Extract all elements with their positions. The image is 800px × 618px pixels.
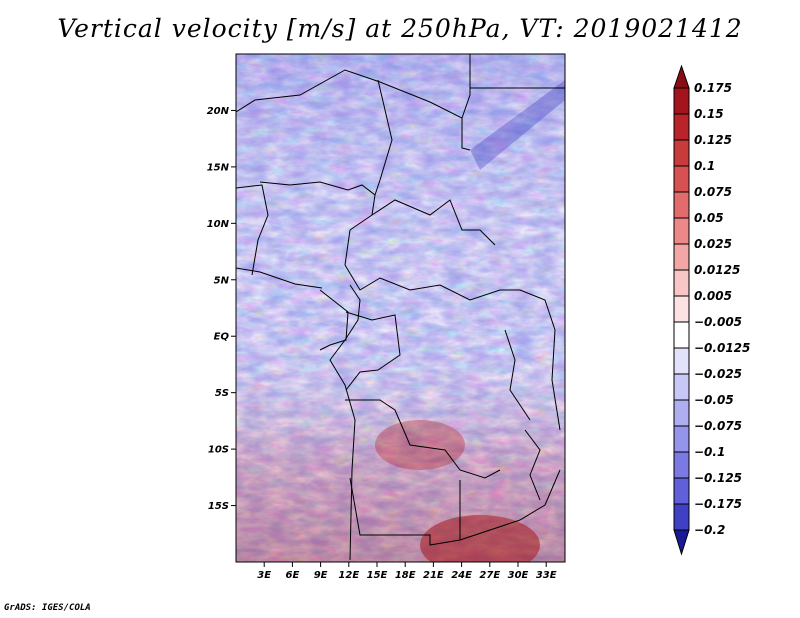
strong-ascent-southeast [420, 515, 540, 562]
colorbar-label: 0.005 [694, 289, 732, 303]
colorbar-swatch [673, 373, 690, 401]
colorbar-swatch [673, 321, 690, 349]
lat-tick-label: EQ [214, 332, 230, 343]
lon-tick-label: 18E [395, 570, 416, 581]
strong-descent-northeast [470, 80, 565, 170]
colorbar-bottom-arrow [673, 529, 690, 556]
border-malawi [524, 429, 541, 501]
border-niger-chad [374, 79, 393, 196]
colorbar-label: 0.075 [694, 185, 732, 199]
colorbar-label: 0.0125 [694, 263, 740, 277]
colorbar-swatch [673, 399, 690, 427]
lon-tick-label: 33E [536, 570, 557, 581]
colorbar-swatch [673, 165, 690, 193]
lon-tick-label: 30E [508, 570, 529, 581]
colorbar-top-arrow [673, 64, 690, 89]
border-angola-namibia [349, 477, 461, 546]
longitude-axis: 3E 6E 9E 12E 15E 18E 21E 24E 27E 30E 33E [257, 562, 557, 581]
border-lake-chad-region [259, 181, 376, 266]
border-cameroon-gabon [319, 289, 349, 351]
lon-tick-label: 3E [257, 570, 271, 581]
border-zambia [459, 469, 561, 541]
colorbar-label: −0.0125 [694, 341, 750, 355]
map-area [236, 54, 565, 562]
chart-title: Vertical velocity [m/s] at 250hPa, VT: 2… [57, 14, 743, 43]
colorbar-swatch [673, 269, 690, 297]
colorbar-swatch [673, 477, 690, 505]
lon-tick-label: 21E [423, 570, 444, 581]
colorbar-swatch [673, 217, 690, 245]
grads-credit: GrADS: IGES/COLA [4, 603, 91, 613]
coastline-gulf-of-guinea [236, 267, 323, 289]
lat-tick-label: 15N [207, 162, 230, 173]
country-borders [236, 54, 565, 561]
colorbar-label: −0.175 [694, 497, 742, 511]
lon-tick-label: 12E [338, 570, 359, 581]
border-chad-sudan [371, 199, 496, 246]
colorbar-label: −0.05 [694, 393, 734, 407]
colorbar-swatch [673, 425, 690, 453]
coastline-west [329, 284, 361, 561]
colorbar-label: 0.15 [694, 107, 724, 121]
lat-tick-label: 15S [208, 501, 229, 512]
border-congo [345, 311, 401, 391]
colorbar: 0.175 0.15 0.125 0.1 0.075 0.05 0.025 0.0125 0.0… [673, 64, 750, 556]
colorbar-label: −0.125 [694, 471, 742, 485]
colorbar-label: −0.2 [694, 523, 725, 537]
lon-tick-label: 9E [314, 570, 328, 581]
lat-tick-label: 5N [214, 275, 230, 286]
map-frame [235, 53, 566, 563]
lon-tick-label: 24E [451, 570, 472, 581]
latitude-axis: 20N 15N 10N 5N EQ 5S 10S 15S [207, 106, 236, 512]
border-lakes [504, 329, 531, 421]
colorbar-swatch [673, 243, 690, 271]
colorbar-label: 0.05 [694, 211, 724, 225]
strong-ascent-central [375, 420, 465, 470]
colorbar-label: −0.025 [694, 367, 742, 381]
colorbar-label: −0.1 [694, 445, 725, 459]
border-nigeria-west [236, 184, 269, 276]
colorbar-swatch [673, 451, 690, 479]
colorbar-label: −0.075 [694, 419, 742, 433]
lat-tick-label: 20N [207, 106, 230, 117]
border-libya-egypt [461, 54, 471, 119]
colorbar-label: 0.1 [694, 159, 715, 173]
colorbar-label: 0.175 [694, 81, 732, 95]
colorbar-swatch [673, 113, 690, 141]
colorbar-label: 0.025 [694, 237, 732, 251]
lon-tick-label: 15E [367, 570, 388, 581]
border-car-drc [344, 264, 520, 301]
colorbar-swatch [673, 191, 690, 219]
lat-tick-label: 10S [208, 445, 229, 456]
colorbar-label: −0.005 [694, 315, 742, 329]
velocity-field-shading [236, 54, 565, 562]
colorbar-swatch [673, 503, 690, 531]
colorbar-label: 0.125 [694, 133, 732, 147]
lat-tick-label: 10N [207, 219, 230, 230]
colorbar-swatch [673, 295, 690, 323]
colorbar-swatch [673, 139, 690, 167]
lon-tick-label: 27E [479, 570, 500, 581]
border-east-africa [519, 289, 561, 431]
border-north [236, 69, 471, 151]
lat-tick-label: 5S [215, 388, 229, 399]
lon-tick-label: 6E [286, 570, 300, 581]
border-angola-drc [345, 399, 501, 479]
colorbar-swatch [673, 87, 690, 115]
colorbar-swatch [673, 347, 690, 375]
